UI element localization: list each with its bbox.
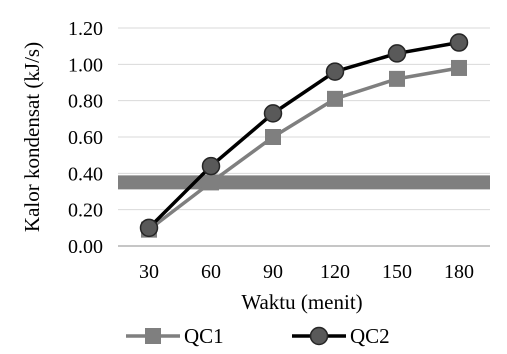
- x-tick-label: 180: [444, 261, 474, 283]
- data-point-qc2: [263, 104, 283, 123]
- data-point-qc1: [327, 90, 343, 107]
- legend-label-qc1: QC1: [184, 324, 224, 348]
- series-group: [139, 33, 469, 238]
- series-line-qc1: [147, 66, 460, 232]
- data-point-qc2: [449, 33, 469, 52]
- legend-marker-qc1: [145, 328, 161, 344]
- x-tick-label: 30: [139, 261, 159, 283]
- data-point-qc1: [203, 174, 219, 191]
- data-point-qc1: [451, 59, 467, 76]
- y-tick-label: 1.20: [68, 18, 103, 40]
- y-tick-label: 0.00: [68, 236, 103, 258]
- series-line-qc2: [147, 40, 460, 230]
- data-point-qc2: [387, 44, 407, 63]
- data-point-qc2: [201, 156, 221, 176]
- x-tick-labels: 30 60 90 120 150 180: [139, 261, 474, 283]
- x-axis-label: Waktu (menit): [241, 290, 362, 314]
- legend-label-qc2: QC2: [350, 324, 390, 348]
- y-axis-label: Kalor kondensat (kJ/s): [20, 42, 44, 232]
- x-tick-label: 90: [263, 261, 283, 283]
- x-tick-label: 150: [382, 261, 412, 283]
- gridlines: [118, 27, 490, 247]
- x-tick-label: 60: [201, 261, 221, 283]
- legend: QC1 QC2: [126, 324, 390, 348]
- legend-marker-qc2: [309, 326, 329, 346]
- data-point-qc2: [139, 218, 159, 238]
- y-tick-labels: 0.00 0.20 0.40 0.60 0.80 1.00 1.20: [68, 18, 103, 258]
- y-tick-label: 0.40: [68, 163, 103, 185]
- x-tick-label: 120: [320, 261, 350, 283]
- data-point-qc1: [265, 129, 281, 145]
- y-tick-label: 1.00: [68, 54, 103, 76]
- y-tick-label: 0.80: [68, 91, 103, 113]
- data-point-qc1: [389, 70, 405, 87]
- data-point-qc2: [325, 62, 345, 81]
- y-tick-label: 0.20: [68, 200, 103, 222]
- y-tick-label: 0.60: [68, 127, 103, 149]
